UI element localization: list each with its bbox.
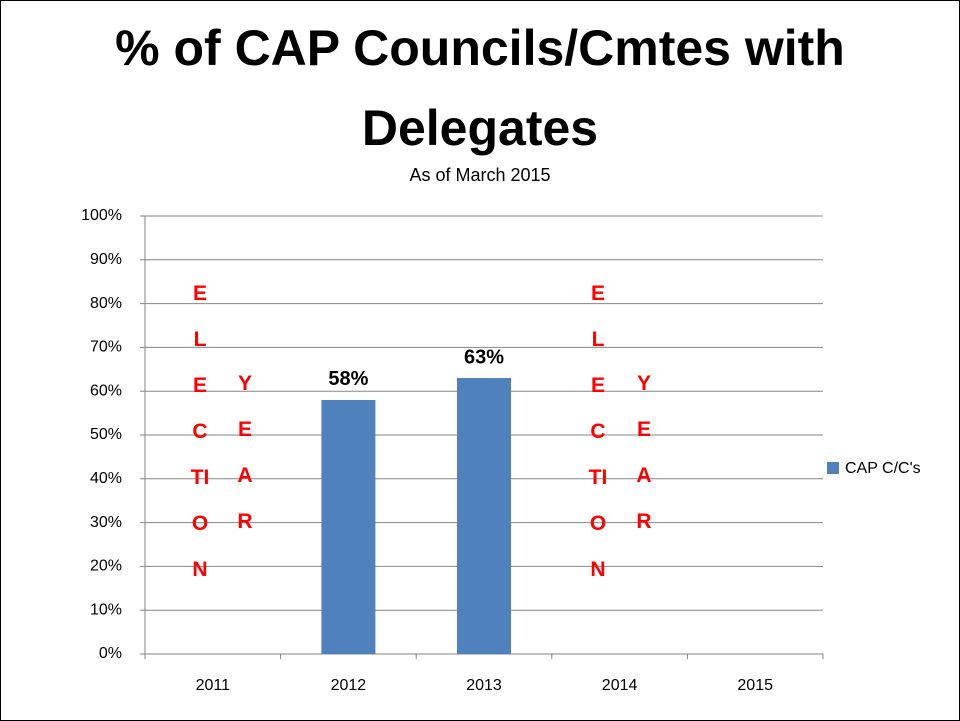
annotation: ELECTION: [588, 282, 608, 581]
chart-title: % of CAP Councils/Cmtes with Delegates: [115, 20, 845, 156]
y-tick-label: 0%: [99, 645, 122, 662]
bar: [457, 378, 511, 654]
x-tick-label: 2014: [602, 677, 638, 694]
y-tick-label: 80%: [90, 295, 122, 312]
y-tick-label: 60%: [90, 382, 122, 399]
legend-label: CAP C/C's: [845, 460, 921, 477]
y-tick-label: 40%: [90, 470, 122, 487]
y-tick-label: 30%: [90, 514, 122, 531]
x-tick-label: 2013: [466, 677, 502, 694]
chart-subtitle: As of March 2015: [409, 165, 551, 185]
y-tick-label: 50%: [90, 426, 122, 443]
y-tick-label: 70%: [90, 339, 122, 356]
y-tick-label: 10%: [90, 601, 122, 618]
data-label: 58%: [328, 368, 368, 390]
x-tick-label: 2012: [331, 677, 367, 694]
legend-swatch: [827, 462, 839, 474]
annotation: ELECTION: [190, 282, 210, 581]
y-tick-label: 90%: [90, 251, 122, 268]
annotation: YEAR: [237, 372, 253, 533]
annotation: YEAR: [636, 372, 652, 533]
y-tick-label: 20%: [90, 558, 122, 575]
data-label: 63%: [464, 346, 504, 368]
y-tick-label: 100%: [81, 207, 122, 224]
x-tick-label: 2015: [737, 677, 773, 694]
bar: [321, 399, 376, 654]
x-tick-label: 2011: [196, 677, 231, 694]
